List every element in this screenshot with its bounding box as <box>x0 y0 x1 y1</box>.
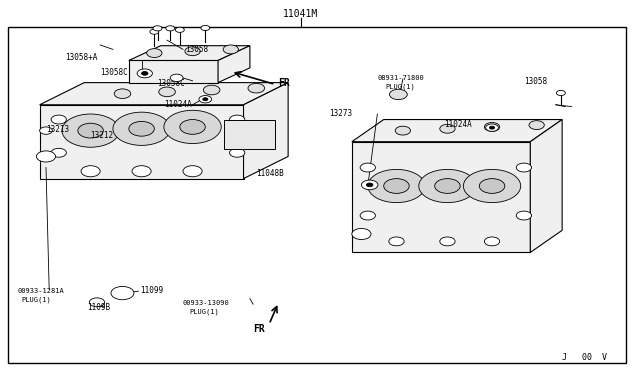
Circle shape <box>390 89 407 100</box>
Text: 13058+A: 13058+A <box>65 53 97 62</box>
Circle shape <box>395 126 410 135</box>
Circle shape <box>440 237 455 246</box>
Circle shape <box>183 166 202 177</box>
Text: PLUG(1): PLUG(1) <box>385 83 415 90</box>
Circle shape <box>159 87 175 97</box>
Text: 11041M: 11041M <box>284 9 319 19</box>
Circle shape <box>360 211 376 220</box>
Circle shape <box>516 163 532 172</box>
Text: 13058C: 13058C <box>100 68 128 77</box>
Circle shape <box>490 126 495 129</box>
Circle shape <box>51 115 67 124</box>
Circle shape <box>150 29 159 34</box>
Circle shape <box>479 179 505 193</box>
Circle shape <box>352 228 371 240</box>
Polygon shape <box>129 61 218 83</box>
Text: FR: FR <box>253 324 265 334</box>
Circle shape <box>556 90 565 96</box>
Text: 11024A: 11024A <box>164 100 191 109</box>
Circle shape <box>62 114 119 147</box>
Text: PLUG(1): PLUG(1) <box>22 296 52 303</box>
Circle shape <box>516 211 532 220</box>
Circle shape <box>199 96 212 103</box>
Circle shape <box>141 71 148 75</box>
Circle shape <box>435 179 460 193</box>
Circle shape <box>484 237 500 246</box>
Circle shape <box>203 98 208 101</box>
Text: 08931-71800: 08931-71800 <box>378 75 424 81</box>
Circle shape <box>389 237 404 246</box>
Text: 11024A: 11024A <box>444 120 472 129</box>
Circle shape <box>78 123 103 138</box>
Circle shape <box>368 169 425 203</box>
Text: J   00  V: J 00 V <box>562 353 607 362</box>
Circle shape <box>166 26 175 31</box>
Circle shape <box>223 45 239 54</box>
Circle shape <box>36 151 56 162</box>
Circle shape <box>164 110 221 144</box>
Text: FR: FR <box>278 78 291 89</box>
Circle shape <box>185 47 200 56</box>
Circle shape <box>248 83 264 93</box>
Polygon shape <box>218 46 250 83</box>
Circle shape <box>440 124 455 133</box>
Text: 13213: 13213 <box>46 125 69 134</box>
Text: 13212: 13212 <box>91 131 114 140</box>
Polygon shape <box>531 119 562 253</box>
Text: 11099: 11099 <box>140 286 163 295</box>
Text: 13058: 13058 <box>185 45 208 54</box>
Polygon shape <box>129 46 250 61</box>
Circle shape <box>111 286 134 300</box>
Circle shape <box>529 121 544 129</box>
Circle shape <box>360 163 376 172</box>
Circle shape <box>384 179 409 193</box>
Circle shape <box>230 115 245 124</box>
Circle shape <box>201 25 210 31</box>
Circle shape <box>230 148 245 157</box>
Text: 00933-13090: 00933-13090 <box>183 300 230 306</box>
Circle shape <box>132 166 151 177</box>
Polygon shape <box>40 105 244 179</box>
Circle shape <box>137 69 152 78</box>
Circle shape <box>51 148 67 157</box>
Circle shape <box>147 49 162 58</box>
Text: 13058C: 13058C <box>157 79 185 88</box>
Circle shape <box>367 183 373 187</box>
Circle shape <box>129 121 154 136</box>
Circle shape <box>175 27 184 32</box>
Circle shape <box>419 169 476 203</box>
FancyBboxPatch shape <box>225 119 275 149</box>
Circle shape <box>180 119 205 134</box>
Circle shape <box>484 122 500 131</box>
Text: 00933-1281A: 00933-1281A <box>17 288 64 294</box>
Circle shape <box>90 298 104 307</box>
Circle shape <box>40 127 52 134</box>
Text: 1109B: 1109B <box>88 302 111 312</box>
Text: 13273: 13273 <box>330 109 353 118</box>
Circle shape <box>463 169 521 203</box>
Circle shape <box>113 112 170 145</box>
Polygon shape <box>244 83 288 179</box>
Polygon shape <box>40 83 288 105</box>
Circle shape <box>204 85 220 95</box>
Circle shape <box>81 166 100 177</box>
Circle shape <box>362 180 378 190</box>
Text: PLUG(1): PLUG(1) <box>189 308 219 315</box>
Text: 13058: 13058 <box>524 77 547 86</box>
Polygon shape <box>352 142 531 253</box>
Circle shape <box>153 26 162 31</box>
Circle shape <box>114 89 131 99</box>
Circle shape <box>170 74 183 81</box>
Polygon shape <box>352 119 562 142</box>
Circle shape <box>486 124 499 131</box>
Text: 11048B: 11048B <box>256 169 284 177</box>
